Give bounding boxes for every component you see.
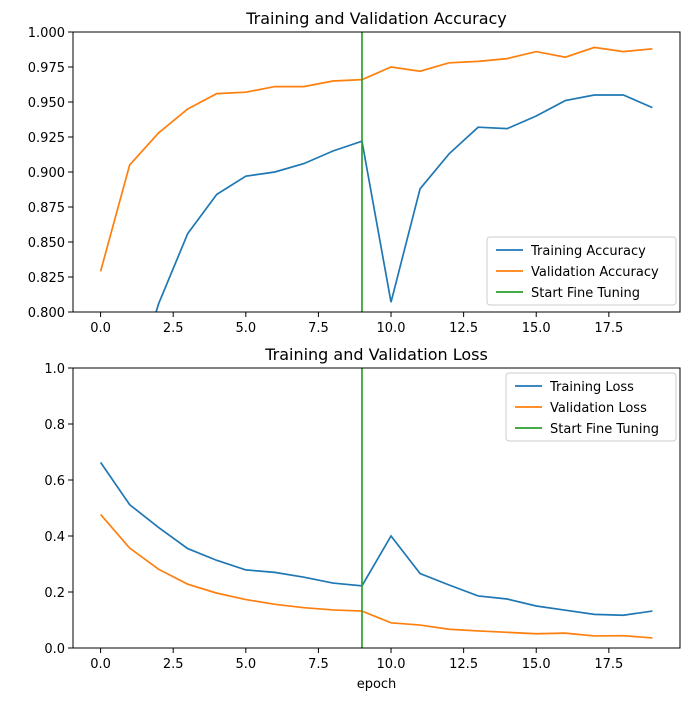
series-line-1	[99, 513, 653, 639]
legend-label: Training Accuracy	[530, 244, 646, 259]
x-tick-label: 5.0	[235, 657, 256, 672]
axes-frame	[72, 367, 681, 649]
x-tick-label: 7.5	[308, 657, 329, 672]
x-tick-label: 0.0	[90, 657, 111, 672]
x-axis-label: epoch	[357, 677, 397, 692]
x-tick-label: 5.0	[235, 321, 256, 336]
x-tick-label: 0.0	[90, 321, 111, 336]
chart-0: Training and Validation Accuracy 0.0 2.5 5.…	[28, 9, 681, 336]
legend: Training Accuracy Validation Accuracy Star…	[486, 236, 677, 306]
x-tick-label: 12.5	[449, 657, 478, 672]
y-tick-label: 0.2	[44, 586, 65, 601]
y-tick-label: 0.4	[44, 530, 65, 545]
x-tick-label: 2.5	[163, 657, 184, 672]
x-tick-label: 2.5	[163, 321, 184, 336]
y-tick-label: 0.950	[28, 96, 65, 111]
legend-box	[505, 372, 677, 442]
x-tick-label: 15.0	[522, 321, 551, 336]
x-tick-label: 15.0	[522, 657, 551, 672]
legend-box	[486, 236, 677, 306]
x-tick-label: 17.5	[594, 657, 623, 672]
legend: Training Loss Validation Loss Start Fine T…	[505, 372, 677, 442]
x-tick-label: 7.5	[308, 321, 329, 336]
series-line-0	[99, 461, 653, 617]
y-tick-label: 0.975	[28, 61, 65, 76]
x-tick-label: 12.5	[449, 321, 478, 336]
y-tick-label: 0.850	[28, 236, 65, 251]
y-tick-label: 0.875	[28, 201, 65, 216]
y-tick-label: 0.925	[28, 131, 65, 146]
y-tick-label: 1.000	[28, 26, 65, 41]
y-tick-label: 0.800	[28, 306, 65, 321]
x-tick-label: 17.5	[594, 321, 623, 336]
plot-area	[99, 46, 653, 312]
y-tick-label: 0.825	[28, 271, 65, 286]
plot-area	[99, 461, 653, 639]
legend-label: Validation Loss	[550, 401, 647, 416]
legend-label: Start Fine Tuning	[550, 422, 659, 437]
chart-title: Training and Validation Accuracy	[245, 9, 507, 28]
y-tick-label: 0.900	[28, 166, 65, 181]
axes-frame	[72, 31, 681, 313]
x-tick-label: 10.0	[377, 657, 406, 672]
chart-1: Training and Validation Loss 0.0 2.5 5.0 7.5…	[44, 345, 681, 692]
chart-title: Training and Validation Loss	[264, 345, 488, 364]
y-tick-label: 0.8	[44, 418, 65, 433]
y-tick-label: 0.6	[44, 474, 65, 489]
y-tick-label: 1.0	[44, 362, 65, 377]
legend-label: Training Loss	[549, 380, 634, 395]
x-tick-label: 10.0	[377, 321, 406, 336]
y-tick-label: 0.0	[44, 642, 65, 657]
series-line-0	[155, 94, 653, 312]
legend-label: Start Fine Tuning	[531, 286, 640, 301]
series-line-1	[99, 46, 653, 272]
legend-label: Validation Accuracy	[531, 265, 659, 280]
